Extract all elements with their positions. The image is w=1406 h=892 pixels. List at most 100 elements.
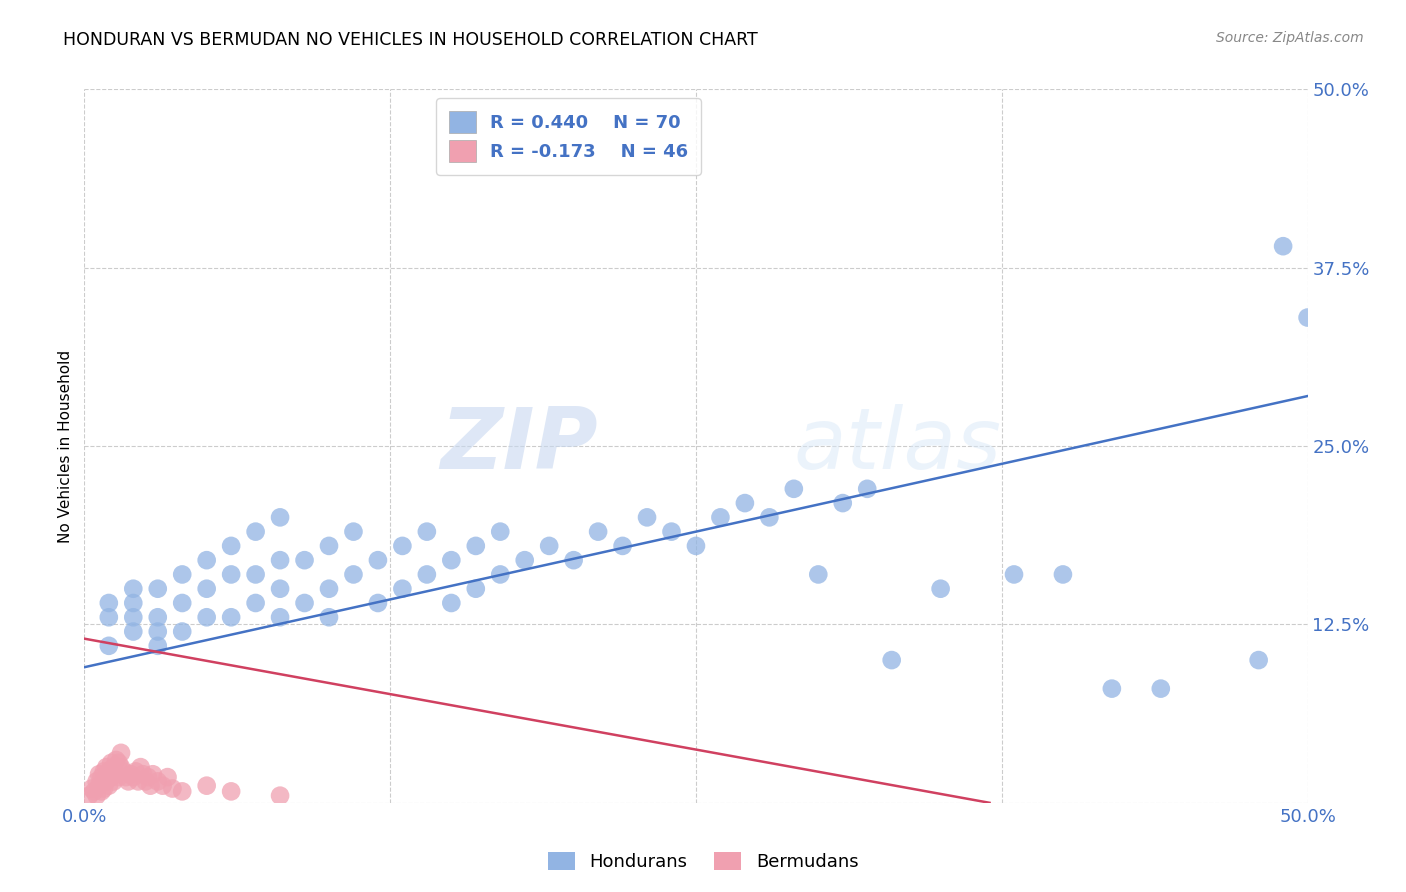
Point: [1101, 681, 1123, 696]
Point: [105, 767, 128, 781]
Point: [1247, 653, 1270, 667]
Point: [90, 784, 112, 798]
Text: ZIP: ZIP: [440, 404, 598, 488]
Point: [318, 582, 340, 596]
Point: [1296, 310, 1319, 325]
Point: [127, 774, 149, 789]
Point: [807, 567, 830, 582]
Point: [636, 510, 658, 524]
Point: [464, 539, 486, 553]
Point: [172, 567, 194, 582]
Text: Source: ZipAtlas.com: Source: ZipAtlas.com: [1216, 31, 1364, 45]
Point: [122, 582, 145, 596]
Point: [122, 770, 145, 784]
Point: [538, 539, 561, 553]
Point: [342, 567, 364, 582]
Point: [87, 767, 110, 781]
Point: [294, 596, 316, 610]
Point: [856, 482, 879, 496]
Point: [416, 567, 439, 582]
Point: [97, 596, 120, 610]
Point: [219, 539, 242, 553]
Point: [162, 781, 184, 796]
Point: [120, 767, 142, 781]
Point: [172, 784, 194, 798]
Point: [294, 553, 316, 567]
Point: [219, 567, 242, 582]
Point: [513, 553, 536, 567]
Point: [685, 539, 707, 553]
Point: [367, 596, 389, 610]
Point: [709, 510, 731, 524]
Point: [87, 779, 110, 793]
Point: [125, 764, 148, 779]
Point: [97, 764, 120, 779]
Point: [96, 760, 118, 774]
Point: [440, 596, 463, 610]
Point: [117, 774, 139, 789]
Text: HONDURAN VS BERMUDAN NO VEHICLES IN HOUSEHOLD CORRELATION CHART: HONDURAN VS BERMUDAN NO VEHICLES IN HOUS…: [63, 31, 758, 49]
Point: [269, 510, 291, 524]
Point: [142, 767, 165, 781]
Point: [122, 596, 145, 610]
Point: [146, 610, 169, 624]
Legend: Hondurans, Bermudans: Hondurans, Bermudans: [540, 845, 866, 879]
Point: [489, 524, 512, 539]
Point: [831, 496, 853, 510]
Point: [391, 539, 413, 553]
Point: [562, 553, 585, 567]
Point: [105, 753, 128, 767]
Point: [367, 553, 389, 567]
Point: [269, 553, 291, 567]
Point: [152, 779, 174, 793]
Point: [146, 639, 169, 653]
Point: [132, 767, 155, 781]
Point: [929, 582, 952, 596]
Point: [110, 746, 132, 760]
Point: [1150, 681, 1173, 696]
Point: [97, 610, 120, 624]
Point: [86, 789, 108, 803]
Point: [136, 770, 159, 784]
Point: [219, 784, 242, 798]
Point: [783, 482, 806, 496]
Legend: R = 0.440    N = 70, R = -0.173    N = 46: R = 0.440 N = 70, R = -0.173 N = 46: [436, 98, 700, 175]
Point: [112, 764, 135, 779]
Point: [391, 582, 413, 596]
Point: [86, 774, 108, 789]
Point: [245, 596, 267, 610]
Point: [489, 567, 512, 582]
Point: [416, 524, 439, 539]
Point: [103, 760, 125, 774]
Point: [318, 610, 340, 624]
Point: [139, 779, 162, 793]
Point: [880, 653, 903, 667]
Point: [612, 539, 634, 553]
Point: [1052, 567, 1074, 582]
Point: [269, 582, 291, 596]
Text: atlas: atlas: [794, 404, 1002, 488]
Point: [734, 496, 756, 510]
Point: [107, 770, 129, 784]
Point: [172, 596, 194, 610]
Y-axis label: No Vehicles in Household: No Vehicles in Household: [58, 350, 73, 542]
Point: [122, 610, 145, 624]
Point: [195, 610, 218, 624]
Point: [1272, 239, 1295, 253]
Point: [758, 510, 780, 524]
Point: [586, 524, 609, 539]
Point: [146, 774, 169, 789]
Point: [90, 770, 112, 784]
Point: [80, 781, 103, 796]
Point: [97, 779, 120, 793]
Point: [135, 774, 157, 789]
Point: [318, 539, 340, 553]
Point: [107, 756, 129, 770]
Point: [156, 770, 179, 784]
Point: [77, 789, 100, 803]
Point: [97, 639, 120, 653]
Point: [122, 624, 145, 639]
Point: [269, 610, 291, 624]
Point: [129, 760, 152, 774]
Point: [661, 524, 683, 539]
